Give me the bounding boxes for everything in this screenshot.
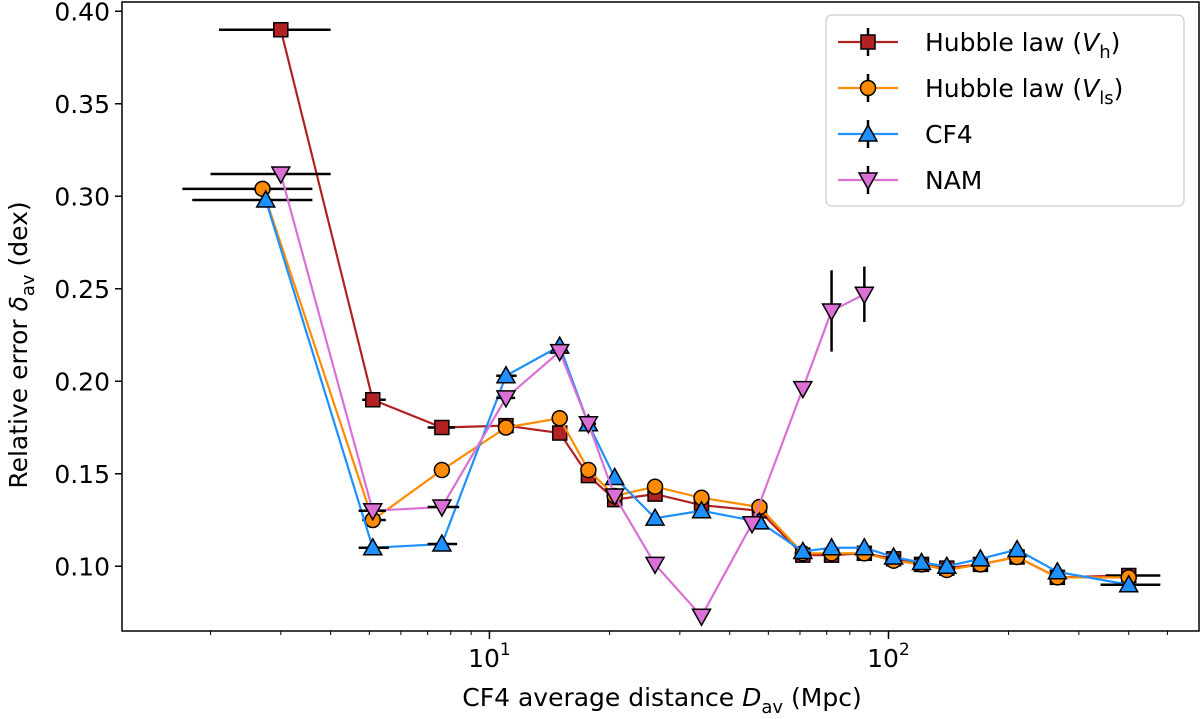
x-tick-label: 101	[468, 640, 511, 673]
data-point	[362, 537, 384, 556]
legend-entry: Hubble law (Vh)	[838, 28, 1120, 63]
data-point	[644, 556, 666, 575]
legend-label: NAM	[925, 166, 982, 195]
data-point	[255, 189, 276, 208]
data-point	[365, 392, 381, 408]
y-tick-label: 0.10	[54, 552, 110, 581]
y-tick-label: 0.30	[54, 182, 110, 211]
legend-entry: CF4	[838, 120, 973, 149]
data-point	[970, 548, 991, 567]
y-tick-label: 0.15	[54, 460, 110, 489]
data-point	[821, 303, 842, 322]
data-point	[792, 540, 814, 560]
y-tick-label: 0.20	[54, 367, 110, 396]
data-point	[1006, 539, 1028, 558]
data-point	[1118, 574, 1140, 593]
axis-ticks: 0.10 0.15 0.20 0.25 0.30 0.35 0.40 101 102	[54, 0, 1168, 673]
legend-marker	[860, 34, 876, 50]
legend-marker	[859, 79, 877, 97]
data-point	[273, 22, 289, 38]
data-point	[911, 552, 932, 571]
data-point	[495, 390, 517, 409]
series-line	[261, 188, 1129, 579]
data-point	[551, 410, 568, 427]
data-point	[433, 461, 451, 479]
data-point	[854, 537, 875, 556]
x-axis-label: CF4 average distance Dav (Mpc)	[462, 683, 861, 718]
data-point	[691, 500, 712, 519]
series-2	[192, 189, 1161, 593]
y-axis-label: Relative error δav (dex)	[4, 201, 39, 488]
y-tick-label: 0.35	[54, 90, 110, 119]
data-point	[549, 343, 570, 363]
legend-label: Hubble law (Vh)	[925, 28, 1120, 63]
legend: Hubble law (Vh) Hubble law (Vls) CF4 NAM	[825, 14, 1185, 207]
legend-label: Hubble law (Vls)	[925, 74, 1123, 109]
series-layer	[182, 22, 1161, 627]
legend-label: CF4	[925, 120, 973, 149]
data-point	[434, 419, 450, 436]
series-3	[210, 166, 875, 627]
data-point	[270, 166, 292, 185]
data-point	[431, 533, 453, 552]
data-point	[936, 555, 958, 574]
data-point	[362, 503, 384, 522]
y-tick-label: 0.25	[54, 275, 110, 304]
y-tick-label: 0.40	[54, 0, 110, 26]
data-point	[646, 478, 664, 495]
data-point	[883, 546, 904, 565]
data-point	[854, 286, 875, 305]
legend-entry: Hubble law (Vls)	[838, 74, 1123, 109]
legend-box	[825, 14, 1185, 207]
data-point	[644, 507, 666, 526]
data-point	[741, 515, 763, 535]
data-point	[431, 499, 453, 518]
axes-frame	[121, 1, 1200, 632]
data-point	[792, 380, 814, 400]
x-tick-label: 102	[867, 640, 910, 673]
data-point	[604, 488, 625, 507]
data-point	[1047, 561, 1068, 580]
data-point	[495, 365, 517, 384]
data-point	[497, 419, 515, 436]
data-point	[580, 461, 597, 479]
series-line	[264, 199, 1129, 586]
legend-marker	[857, 123, 879, 142]
data-point	[821, 537, 842, 556]
legend-marker	[857, 172, 879, 191]
legend-entry: NAM	[838, 166, 982, 195]
data-point	[578, 416, 599, 435]
data-point	[691, 608, 712, 627]
